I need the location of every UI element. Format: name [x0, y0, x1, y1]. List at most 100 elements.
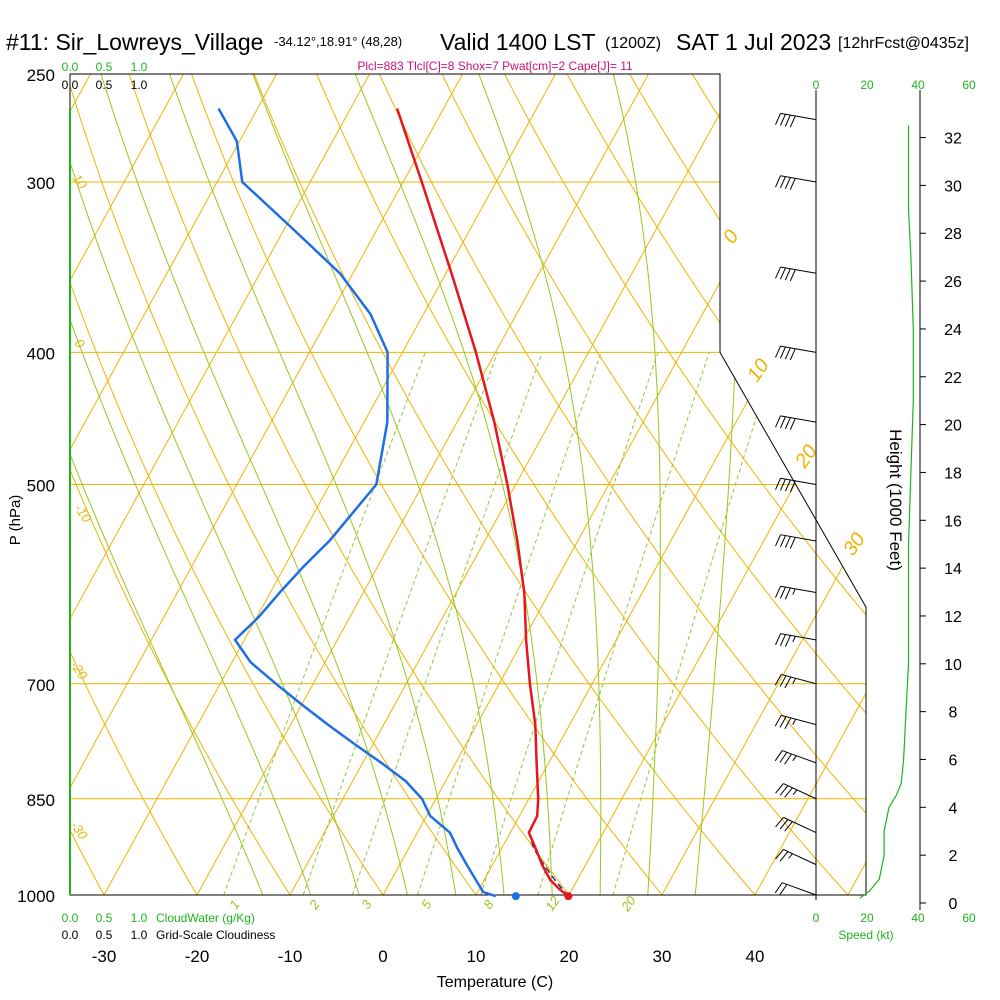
height-tick-label: 8 — [949, 705, 958, 722]
cloud-top-tick: 1.0 — [131, 60, 148, 74]
mixing-ratio-line — [480, 352, 659, 895]
dewpoint-trace — [217, 107, 497, 898]
height-tick-label: 30 — [944, 178, 962, 195]
dry-adiabat-line — [845, 74, 866, 895]
x-axis-label: Temperature (C) — [437, 974, 553, 991]
dry-adiabat-line — [479, 74, 866, 895]
wind-barb — [775, 477, 817, 493]
wind-barb-staff — [780, 477, 817, 485]
wind-barb-staff — [780, 534, 817, 542]
dry-adiabat-line — [234, 74, 781, 895]
cloudiness-bottom-tick: 1.0 — [131, 928, 148, 942]
station-coords: -34.12°,18.91° (48,28) — [274, 34, 402, 49]
mixing-ratio-label: 2 — [306, 897, 323, 913]
dry-adiabat-label: 10 — [70, 171, 91, 192]
wind-barb-flag — [775, 415, 782, 428]
cloud-top-tick: 0.5 — [96, 60, 113, 74]
wind-barb-flag — [779, 535, 786, 548]
wind-barb — [775, 266, 817, 282]
mixing-ratio-line — [417, 352, 602, 895]
wind-barb-flag — [784, 587, 791, 600]
dry-adiabat-line — [0, 25, 26, 924]
speed-bottom-tick: 20 — [860, 911, 874, 925]
wind-barb — [775, 345, 817, 361]
wind-barb-flag — [789, 269, 796, 282]
height-tick-label: 12 — [944, 609, 962, 626]
isotherm-label: 10 — [743, 355, 774, 386]
height-tick-label: 2 — [949, 848, 958, 865]
wind-barb-flag — [774, 715, 782, 727]
pressure-tick-label: 700 — [27, 676, 55, 695]
isotherm-label: 0 — [719, 226, 743, 248]
wind-barb-staff — [780, 175, 817, 183]
x-tick-label: -20 — [185, 947, 210, 966]
wind-barb-half — [788, 853, 793, 859]
height-tick-label: 28 — [944, 226, 962, 243]
wind-barb-flag — [779, 716, 787, 728]
height-tick-label: 4 — [949, 800, 958, 817]
dry-adiabat-line — [70, 74, 121, 895]
wind-barb-flag — [779, 675, 787, 687]
wind-barb-staff — [780, 266, 817, 274]
cloudiness-bottom-tick: 0.5 — [96, 928, 113, 942]
speed-axis-label: Speed (kt) — [838, 928, 893, 942]
cloud-bottom-tick: 1.0 — [131, 911, 148, 925]
wind-barb-half — [792, 678, 797, 684]
wind-barb — [775, 585, 817, 600]
sounding-params: Plcl=883 Tlcl[C]=8 Shox=7 Pwat[cm]=2 Cap… — [357, 59, 633, 73]
cloud-bottom-tick: 0.5 — [96, 911, 113, 925]
cloudiness-top-tick: 0.0 — [62, 78, 79, 92]
station-title: #11: Sir_Lowreys_Village — [6, 29, 263, 55]
cloudwater-label: CloudWater (g/Kg) — [156, 911, 255, 925]
isotherm-line — [366, 74, 863, 895]
x-tick-label: 10 — [467, 947, 486, 966]
wind-barb-half — [792, 718, 797, 725]
x-tick-label: 20 — [560, 947, 579, 966]
dry-adiabat-line — [70, 74, 309, 895]
wind-barb-flag — [774, 750, 783, 762]
moist-adiabat-line — [599, 74, 661, 895]
pressure-tick-label: 400 — [27, 344, 55, 363]
dry-adiabat-line — [418, 74, 866, 895]
wind-barb-flag — [779, 785, 789, 796]
mixing-ratio-line — [302, 352, 499, 895]
cloud-bottom-tick: 0.0 — [62, 911, 79, 925]
wind-barb-flag — [775, 633, 782, 646]
wind-barb-flag — [779, 851, 789, 862]
dry-adiabat-line — [70, 74, 215, 895]
isotherm-line — [831, 74, 866, 895]
height-tick-label: 22 — [944, 370, 962, 387]
mixing-ratio-label: 12 — [542, 893, 563, 914]
cloudiness-top-tick: 1.0 — [131, 78, 148, 92]
mixing-ratio-label: 8 — [480, 897, 497, 912]
wind-barb-flag — [779, 884, 788, 895]
wind-barb — [775, 783, 817, 800]
wind-barb — [775, 848, 817, 866]
wind-barb-staff — [782, 882, 817, 896]
wind-barb-staff — [781, 673, 817, 685]
wind-barb-flag — [784, 479, 791, 492]
isotherm-line — [459, 74, 866, 895]
cloudiness-label: Grid-Scale Cloudiness — [156, 928, 275, 942]
wind-barb-flag — [775, 478, 782, 490]
mixing-ratio-label: 3 — [358, 897, 375, 912]
wind-barb-flag — [774, 674, 782, 686]
cloudiness-bottom-tick: 0.0 — [62, 928, 79, 942]
wind-barb — [775, 415, 817, 430]
speed-bottom-tick: 0 — [813, 911, 820, 925]
wind-barb-flag — [779, 478, 786, 491]
wind-barb-flag — [784, 787, 793, 798]
wind-barb-flag — [789, 480, 796, 493]
pressure-tick-label: 850 — [27, 791, 55, 810]
dry-adiabat-label: -30 — [68, 818, 92, 843]
temperature-trace — [395, 108, 570, 898]
wind-barb-flag — [784, 417, 791, 430]
moist-adiabat-line — [692, 74, 739, 895]
wind-barb-flag — [784, 268, 791, 281]
isotherm-line — [180, 74, 677, 895]
valid-date: SAT 1 Jul 2023 — [676, 29, 831, 55]
wind-barb-flag — [779, 416, 786, 429]
isotherm-line — [645, 74, 866, 895]
utc-time: (1200Z) — [605, 35, 661, 52]
diagram-lines — [0, 25, 866, 924]
